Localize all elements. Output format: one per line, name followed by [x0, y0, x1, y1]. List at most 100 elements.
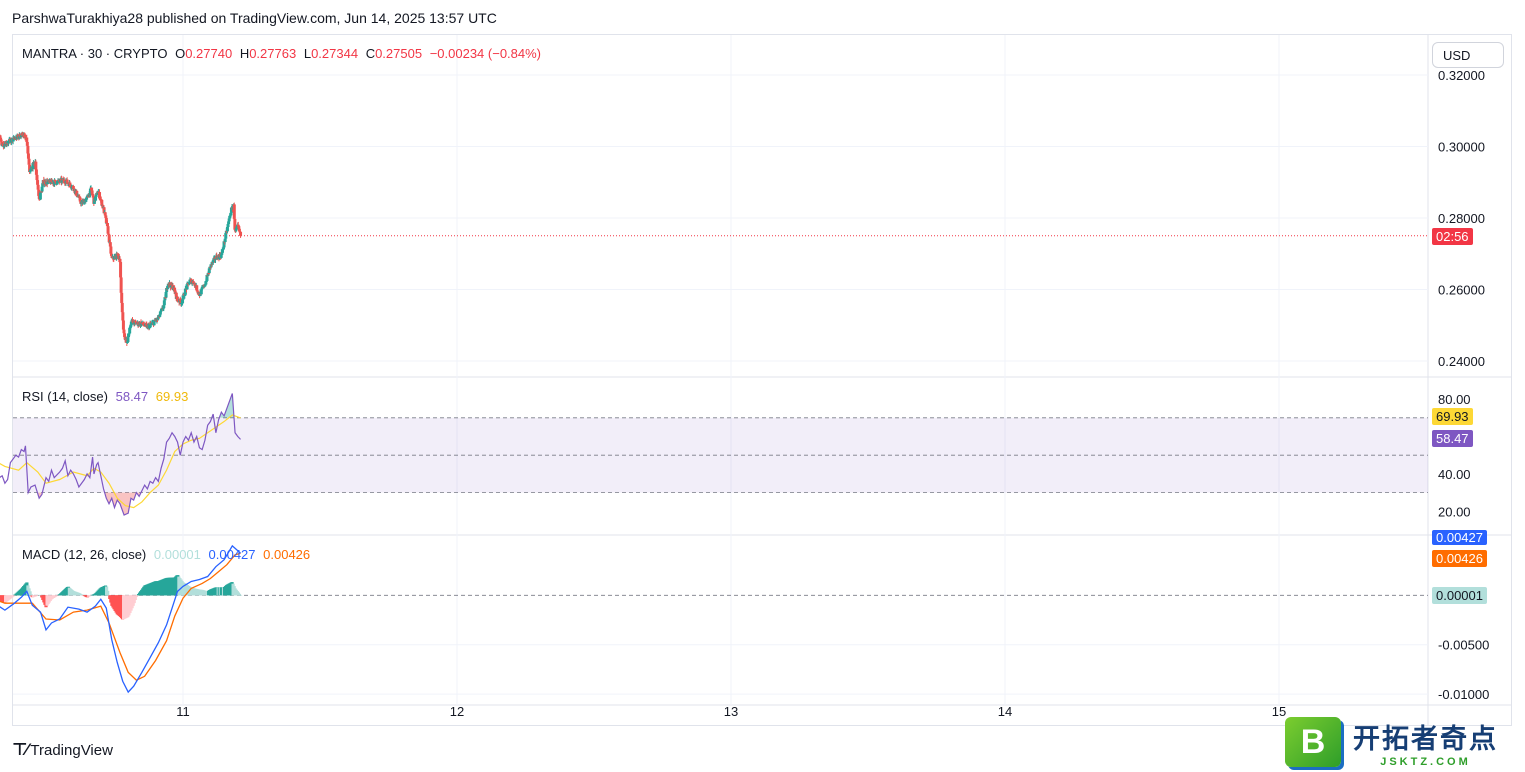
candle-body	[104, 217, 108, 224]
candle-body	[46, 181, 50, 184]
macd-histogram-bar	[12, 595, 16, 596]
candle-body	[141, 322, 145, 325]
watermark-en: JSKTZ.COM	[1380, 755, 1471, 768]
candle-body	[6, 143, 10, 145]
candle-body	[40, 191, 44, 193]
candle-body	[84, 197, 88, 200]
high-label: H	[239, 46, 250, 61]
candle-body	[221, 247, 225, 249]
chart-axes: 11 12 13 14 15 0.32000 0.30000 0.28000 0.26000 0.…	[176, 68, 1489, 719]
candle-body	[150, 323, 154, 325]
candle-body	[171, 285, 175, 290]
candle-body	[173, 290, 177, 294]
currency-button[interactable]: USD	[1432, 42, 1504, 68]
candle-body	[117, 256, 121, 260]
candle-body	[210, 261, 214, 265]
price-tick-label: 0.24000	[1438, 354, 1485, 369]
rsi-tick-label: 40.00	[1438, 467, 1471, 482]
candle-body	[225, 226, 229, 232]
candle-body	[162, 305, 166, 309]
x-tick-label: 13	[724, 704, 738, 719]
candle-body	[200, 288, 204, 290]
candle-body	[41, 183, 45, 187]
candle-body	[129, 324, 133, 327]
candle-body	[36, 184, 40, 190]
hist-tag: 0.00001	[1432, 587, 1487, 604]
candle-body	[106, 226, 110, 234]
candle-body	[121, 312, 125, 321]
candle-body	[159, 310, 163, 312]
candle-body	[237, 226, 241, 229]
candle-body	[98, 198, 102, 200]
macd-histogram-bar	[135, 595, 140, 596]
candle-body	[34, 161, 38, 170]
candle-body	[223, 238, 227, 242]
macd-histogram-bar	[36, 595, 41, 596]
candle-body	[210, 264, 214, 266]
macd-legend: MACD (12, 26, close) 0.00001 0.00427 0.0…	[22, 547, 314, 562]
candle-body	[55, 183, 59, 185]
low-label: L	[303, 46, 312, 61]
candle-body	[125, 341, 129, 343]
candle-body	[107, 234, 111, 243]
candle-body	[239, 232, 243, 236]
x-tick-label: 11	[176, 704, 190, 719]
candle-body	[34, 169, 38, 175]
price-tick-label: 0.26000	[1438, 283, 1485, 298]
candle-body	[145, 324, 149, 326]
candle-body	[50, 179, 54, 183]
candle-body	[144, 323, 148, 325]
macd-hist-value: 0.00001	[153, 547, 201, 562]
candle-body	[201, 287, 205, 289]
tradingview-logo[interactable]: ⊤⁄ TradingView	[12, 740, 113, 760]
candle-body	[40, 186, 44, 192]
candle-body	[207, 268, 211, 274]
candle-body	[26, 145, 30, 154]
candle-body	[179, 301, 183, 304]
candle-body	[123, 333, 127, 338]
candle-body	[203, 284, 207, 286]
watermark-text: 开拓者奇点 JSKTZ.COM	[1353, 717, 1498, 768]
candle-body	[127, 333, 131, 335]
candle-body	[183, 294, 187, 296]
candle-body	[227, 221, 231, 225]
rsi-value: 58.47	[115, 389, 149, 404]
symbol-legend: MANTRA · 30 · CRYPTO O0.27740 H0.27763 L…	[22, 46, 545, 61]
close-label: C	[365, 46, 376, 61]
macd-histogram-bar	[90, 595, 94, 596]
candle-body	[225, 230, 229, 232]
candle-body	[209, 264, 213, 268]
candle-body	[75, 195, 79, 197]
candle-body	[83, 200, 87, 204]
candle-body	[220, 253, 224, 255]
candle-body	[187, 282, 191, 285]
rsi-ma-tag: 69.93	[1432, 408, 1473, 425]
candle-body	[19, 135, 23, 138]
candle-body	[170, 283, 174, 286]
candle-body	[128, 328, 132, 334]
candle-body	[235, 226, 239, 228]
candle-body	[116, 253, 120, 257]
macd-tag: 0.00427	[1432, 530, 1487, 545]
candle-body	[55, 180, 59, 184]
candle-body	[92, 198, 96, 204]
candle-body	[237, 228, 241, 232]
candle-body	[234, 229, 238, 231]
candle-body	[105, 222, 109, 227]
candle-body	[204, 280, 208, 282]
candle-body	[142, 324, 146, 326]
candle-body	[148, 325, 152, 329]
candle-body	[119, 277, 123, 293]
candle-body	[101, 205, 105, 209]
candle-body	[175, 296, 179, 301]
candle-body	[226, 224, 230, 227]
candle-body	[29, 169, 33, 171]
candle-body	[68, 182, 72, 185]
macd-histogram-bar	[79, 594, 83, 596]
candle-body	[38, 192, 42, 200]
candle-body	[25, 141, 29, 146]
candle-body	[102, 207, 106, 214]
candle-body	[11, 138, 15, 142]
candle-body	[120, 292, 124, 303]
